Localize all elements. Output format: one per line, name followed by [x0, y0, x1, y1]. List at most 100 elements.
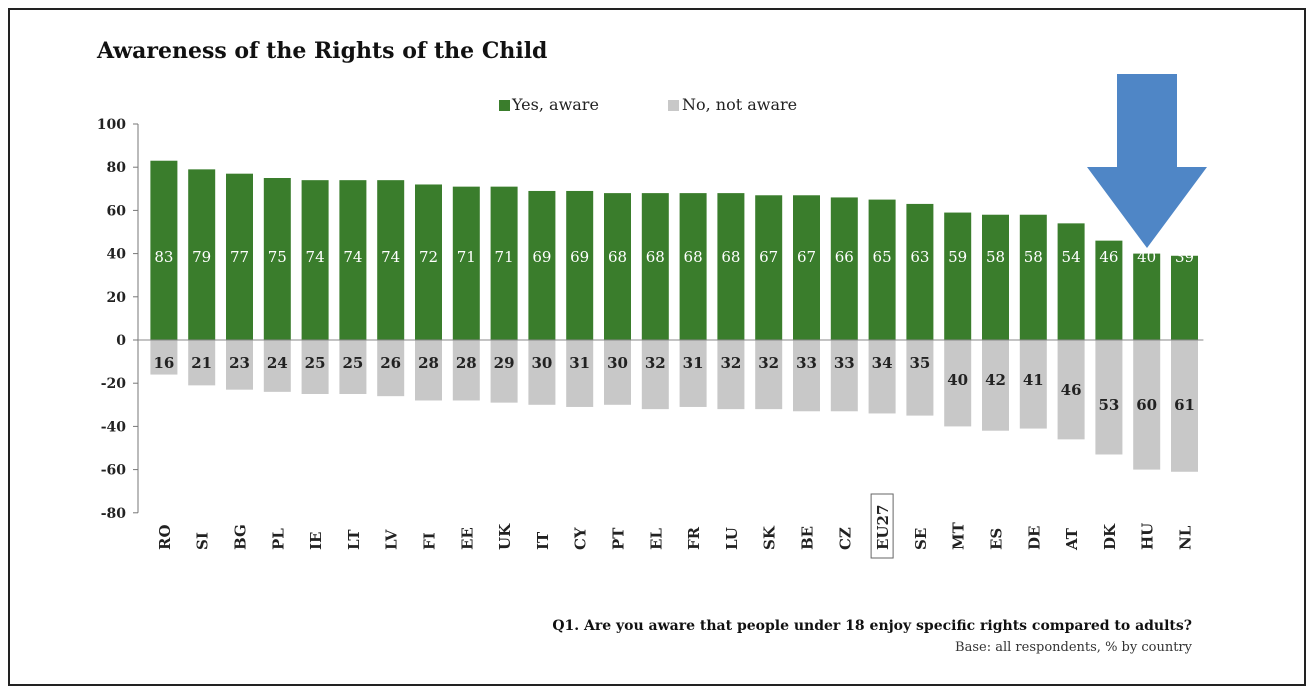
value-label-yes-pl: 75 — [268, 248, 287, 266]
y-tick-label: 40 — [107, 247, 127, 263]
x-tick-label-pt: PT — [610, 527, 628, 550]
bar-yes-el — [641, 193, 669, 340]
x-tick-label-es: ES — [988, 528, 1006, 550]
x-tick-label-sk: SK — [761, 525, 779, 550]
value-label-yes-lv: 74 — [381, 248, 400, 266]
y-tick-label: -40 — [101, 419, 127, 435]
value-label-no-lv: 26 — [380, 354, 401, 372]
x-tick-label-ee: EE — [458, 527, 476, 550]
value-label-yes-se: 63 — [910, 248, 929, 266]
value-label-yes-fi: 72 — [419, 248, 438, 266]
value-label-no-es: 42 — [985, 371, 1006, 389]
value-label-yes-dk: 46 — [1099, 248, 1118, 266]
y-tick-label: -20 — [101, 376, 127, 392]
value-label-yes-pt: 68 — [608, 248, 627, 266]
value-label-no-de: 41 — [1023, 371, 1044, 389]
value-label-no-lu: 32 — [720, 354, 741, 372]
legend-label-yes: Yes, aware — [511, 95, 599, 114]
value-label-no-dk: 53 — [1098, 396, 1119, 414]
x-tick-label-ie: IE — [307, 532, 325, 550]
bar-no-ee — [452, 340, 480, 401]
bar-no-de — [1019, 340, 1047, 429]
bar-yes-dk — [1095, 240, 1123, 340]
x-tick-label-be: BE — [799, 526, 817, 550]
value-label-no-mt: 40 — [947, 371, 968, 389]
value-labels-no: 16 21 23 24 25 25 26 28 28 29 30 31 30 32 31 32 32 33 33 34… — [153, 354, 1194, 414]
bar-no-cy — [566, 340, 594, 407]
value-label-yes-cz: 66 — [835, 248, 854, 266]
value-label-yes-cy: 69 — [570, 248, 589, 266]
value-label-yes-bg: 77 — [230, 248, 249, 266]
bar-no-lv — [377, 340, 405, 397]
value-label-no-fi: 28 — [418, 354, 439, 372]
value-label-yes-es: 58 — [986, 248, 1005, 266]
bar-yes-cz — [830, 197, 858, 340]
value-label-yes-lu: 68 — [721, 248, 740, 266]
bar-no-lu — [717, 340, 745, 410]
bar-yes-fr — [679, 193, 707, 340]
value-label-yes-fr: 68 — [684, 248, 703, 266]
x-tick-label-fi: FI — [421, 532, 439, 550]
y-axis: 100 80 60 40 20 0 -20 -40 -60 -80 — [97, 117, 139, 522]
value-label-no-se: 35 — [909, 354, 930, 372]
y-tick-label: 0 — [116, 333, 126, 349]
base-note: Base: all respondents, % by country — [955, 640, 1193, 655]
value-label-yes-nl: 39 — [1175, 248, 1194, 266]
x-tick-label-lu: LU — [723, 527, 741, 550]
bar-yes-fi — [415, 184, 442, 340]
bar-no-fi — [415, 340, 442, 401]
x-tick-label-lv: LV — [383, 529, 401, 550]
value-label-yes-el: 68 — [646, 248, 665, 266]
x-tick-label-it: IT — [534, 531, 552, 550]
value-label-no-bg: 23 — [229, 354, 250, 372]
bar-yes-de — [1019, 214, 1047, 340]
bar-yes-at — [1057, 223, 1085, 340]
arrow-annotation — [1087, 74, 1207, 248]
value-label-no-si: 21 — [191, 354, 212, 372]
x-axis: RO SI BG PL IE LT LV FI EE UK IT CY PT EL FR LU SK BE CZ EU… — [138, 339, 1204, 559]
bar-yes-lt — [339, 180, 367, 340]
value-label-yes-uk: 71 — [495, 248, 514, 266]
bar-no-pl — [263, 340, 291, 392]
value-label-no-cz: 33 — [834, 354, 855, 372]
value-label-no-sk: 32 — [758, 354, 779, 372]
x-tick-label-fr: FR — [685, 526, 703, 550]
value-label-yes-at: 54 — [1062, 248, 1081, 266]
value-label-no-pl: 24 — [267, 354, 288, 372]
value-label-yes-de: 58 — [1024, 248, 1043, 266]
value-label-no-cy: 31 — [569, 354, 590, 372]
highlight-box-eu27 — [870, 493, 894, 559]
x-tick-label-bg: BG — [232, 524, 250, 550]
bar-yes-mt — [944, 212, 972, 340]
bar-no-lt — [339, 340, 367, 394]
survey-question: Q1. Are you aware that people under 18 e… — [552, 618, 1192, 634]
value-label-no-hu: 60 — [1136, 396, 1157, 414]
x-tick-label-lt: LT — [345, 529, 363, 550]
bar-no-hu — [1133, 340, 1161, 470]
x-tick-label-cy: CY — [572, 527, 590, 550]
x-tick-label-dk: DK — [1101, 523, 1119, 550]
x-tick-label-si: SI — [194, 532, 212, 550]
value-label-yes-ee: 71 — [457, 248, 476, 266]
bar-no-dk — [1095, 340, 1123, 455]
x-tick-label-ro: RO — [156, 524, 174, 550]
value-label-yes-it: 69 — [532, 248, 551, 266]
x-tick-label-hu: HU — [1139, 523, 1157, 550]
bar-yes-ro — [150, 160, 178, 340]
value-label-yes-hu: 40 — [1137, 248, 1156, 266]
y-tick-label: 20 — [107, 290, 127, 306]
value-label-no-be: 33 — [796, 354, 817, 372]
x-tick-label-at: AT — [1063, 527, 1081, 551]
bar-yes-it — [528, 190, 556, 340]
value-label-no-ro: 16 — [153, 354, 174, 372]
value-labels-yes: 83 79 77 75 74 74 74 72 71 71 69 69 68 68 68 68 67 67 66 65… — [154, 248, 1194, 266]
value-label-no-el: 32 — [645, 354, 666, 372]
value-label-yes-ro: 83 — [154, 248, 173, 266]
value-label-yes-sk: 67 — [759, 248, 778, 266]
bar-no-be — [793, 340, 820, 412]
bar-yes-bg — [226, 173, 253, 340]
bar-yes-be — [793, 195, 820, 340]
bar-yes-ie — [301, 180, 329, 340]
bar-no-uk — [490, 340, 518, 403]
value-label-yes-eu27: 65 — [873, 248, 892, 266]
